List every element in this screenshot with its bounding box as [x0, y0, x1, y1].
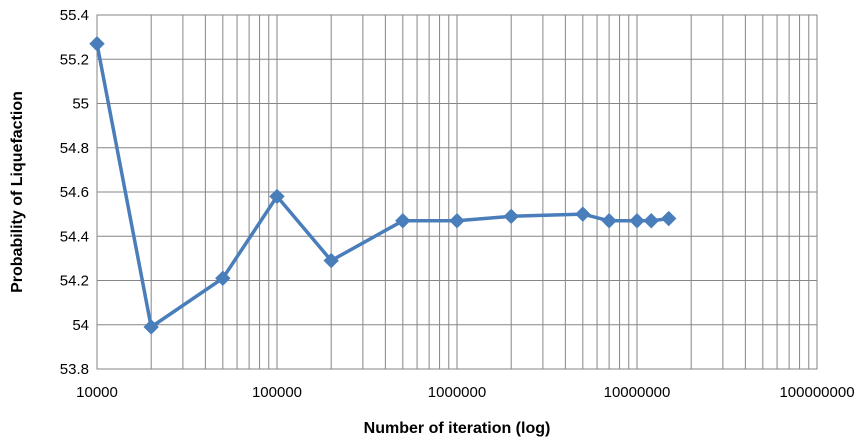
series-markers: [89, 36, 677, 335]
y-axis-title: Probability of Liquefaction: [9, 91, 26, 293]
data-point-marker: [395, 213, 411, 229]
y-tick-labels: 53.8 54 54.2 54.4 54.6 54.8 55 55.2 55.4: [60, 7, 89, 378]
x-axis-title: Number of iteration (log): [364, 420, 551, 437]
data-point-marker: [323, 252, 339, 269]
data-point-marker: [660, 210, 677, 227]
data-point-marker: [143, 319, 159, 335]
y-tick-label: 53.8: [60, 361, 89, 378]
data-point-marker: [643, 213, 659, 229]
y-tick-label: 54.2: [60, 273, 89, 290]
y-tick-label: 55: [72, 96, 89, 113]
x-tick-labels: 10000 100000 1000000 10000000 100000000: [76, 384, 854, 401]
x-tick-label: 10000000: [604, 384, 671, 401]
data-point-marker: [601, 213, 617, 229]
data-point-marker: [269, 188, 285, 205]
data-point-marker: [503, 208, 519, 225]
y-tick-label: 54.6: [60, 184, 89, 201]
data-point-marker: [215, 270, 231, 286]
y-tick-label: 54.4: [60, 228, 89, 245]
data-point-marker: [449, 213, 465, 229]
y-tick-label: 55.2: [60, 51, 89, 68]
y-tick-label: 54.8: [60, 140, 89, 157]
x-tick-label: 1000000: [428, 384, 486, 401]
data-point-marker: [575, 206, 591, 222]
data-point-marker: [629, 213, 645, 229]
y-tick-label: 55.4: [60, 7, 89, 24]
x-tick-label: 100000: [252, 384, 302, 401]
data-point-marker: [89, 36, 105, 52]
y-tick-label: 54: [72, 317, 89, 334]
x-tick-label: 10000: [76, 384, 118, 401]
x-tick-label: 100000000: [779, 384, 854, 401]
